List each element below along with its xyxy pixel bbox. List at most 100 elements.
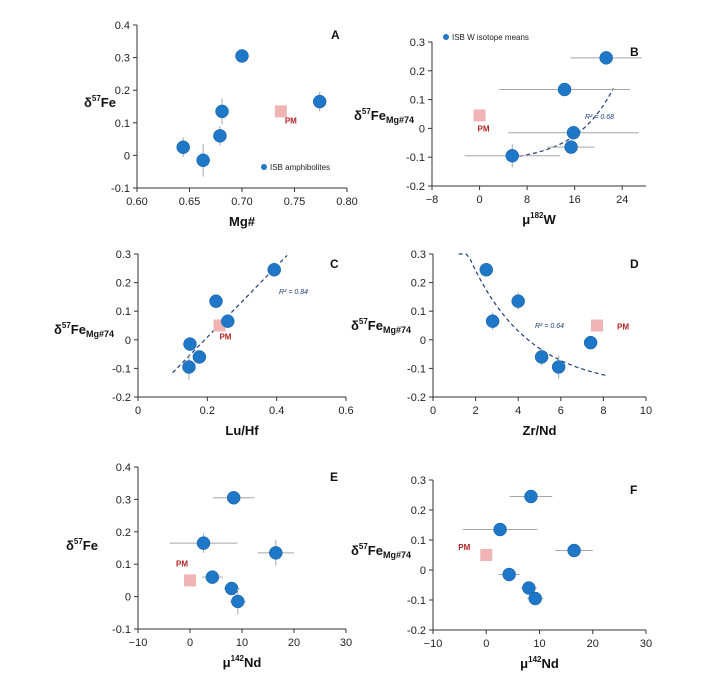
- data-point: [564, 140, 578, 154]
- pm-label: PM: [458, 543, 470, 552]
- data-point: [269, 546, 283, 560]
- panel-label: F: [630, 483, 637, 497]
- panel-label: B: [630, 45, 639, 59]
- panel-a: -0.1 0 0.1 0.2 0.3 0.4 0.60 0.65 0.70 0.75 0.80 Mg#…: [84, 20, 358, 229]
- y-tick-label: -0.2: [112, 392, 131, 404]
- x-tick-label: 0: [483, 638, 489, 650]
- trend-line: [458, 253, 608, 377]
- data-point: [528, 591, 542, 606]
- r-squared-label: R² = 0.68: [585, 114, 614, 121]
- y-tick-label: 0.2: [410, 66, 425, 78]
- x-tick-label: 8: [600, 405, 606, 417]
- pm-marker: [480, 549, 493, 561]
- y-tick-label: 0: [125, 335, 131, 347]
- data-point: [231, 594, 245, 609]
- pm-marker: [274, 105, 287, 118]
- pm-label: PM: [285, 116, 297, 125]
- x-tick-label: 16: [569, 194, 581, 206]
- x-axis-label: Lu/Hf: [225, 423, 259, 438]
- pm-marker: [473, 109, 486, 122]
- panel-label: E: [330, 470, 338, 484]
- panel-label: A: [331, 28, 340, 42]
- pm-marker: [184, 574, 196, 587]
- y-tick-label: 0: [420, 565, 426, 577]
- trend-line: [172, 255, 288, 374]
- y-tick-label: 0.1: [116, 559, 131, 571]
- x-tick-label: 4: [515, 405, 521, 417]
- y-tick-label: 0.2: [411, 505, 426, 517]
- y-tick-label: -0.1: [111, 183, 130, 195]
- y-tick-label: 0: [125, 592, 131, 604]
- panel-c: -0.2 -0.1 0 0.1 0.2 0.3 0 0.2 0.4 0.6 Lu/Hf δ57FeMg…: [54, 249, 354, 438]
- data-point: [215, 104, 229, 119]
- data-point: [567, 543, 581, 558]
- y-tick-label: 0.1: [411, 306, 426, 318]
- x-tick-label: 10: [236, 637, 248, 649]
- y-axis-label: δ57Fe: [66, 537, 98, 553]
- data-point: [183, 337, 197, 351]
- x-tick-label: 0.6: [338, 405, 353, 417]
- y-tick-label: 0.3: [116, 249, 131, 261]
- data-point: [566, 125, 581, 140]
- y-tick-label: 0.3: [116, 494, 131, 506]
- data-point: [267, 262, 281, 277]
- data-point: [583, 335, 598, 350]
- legend-marker: [443, 34, 449, 40]
- data-point: [192, 350, 207, 364]
- y-tick-label: 0.4: [115, 20, 130, 32]
- x-tick-label: 0.80: [336, 196, 357, 208]
- x-tick-label: 30: [640, 638, 652, 650]
- data-point: [479, 262, 493, 277]
- y-tick-label: -0.2: [406, 181, 425, 193]
- y-tick-label: 0.2: [115, 85, 130, 97]
- x-tick-label: 2: [473, 405, 479, 417]
- x-tick-label: 6: [558, 405, 564, 417]
- x-axis-label: μ142Nd: [223, 654, 262, 670]
- y-tick-label: 0: [124, 150, 130, 162]
- y-tick-label: -0.1: [407, 595, 426, 607]
- data-point: [196, 153, 210, 168]
- r-squared-label: R² = 0.64: [535, 323, 564, 330]
- r-squared-label: R² = 0.84: [279, 289, 308, 296]
- y-tick-label: 0.3: [411, 475, 426, 487]
- x-tick-label: 10: [533, 638, 545, 650]
- x-tick-label: 0: [135, 405, 141, 417]
- y-axis-label: δ57Fe: [84, 94, 116, 110]
- x-tick-label: 24: [616, 194, 628, 206]
- y-tick-label: -0.1: [112, 363, 131, 375]
- pm-label: PM: [219, 333, 231, 342]
- y-tick-label: 0.2: [116, 278, 131, 290]
- x-tick-label: 0.75: [284, 196, 305, 208]
- data-point: [226, 491, 241, 505]
- x-tick-label: 0.4: [269, 405, 284, 417]
- data-point: [599, 51, 613, 65]
- data-point: [557, 82, 572, 97]
- x-tick-label: −8: [426, 194, 439, 206]
- y-tick-label: 0.2: [411, 278, 426, 290]
- y-axis-label: δ57FeMg#74: [351, 317, 411, 335]
- data-point: [534, 350, 549, 364]
- legend-label: ISB W isotope means: [452, 33, 529, 42]
- data-point: [524, 489, 538, 504]
- y-tick-label: 0: [419, 123, 425, 135]
- y-tick-label: -0.1: [407, 363, 426, 375]
- data-point: [196, 536, 211, 550]
- data-point: [182, 360, 196, 374]
- x-tick-label: 20: [288, 637, 300, 649]
- x-tick-label: 30: [340, 637, 352, 649]
- data-point: [205, 570, 220, 584]
- trend-line: [512, 88, 614, 158]
- data-point: [502, 567, 516, 582]
- x-tick-label: 20: [587, 638, 599, 650]
- y-tick-label: 0.4: [116, 462, 131, 474]
- data-point: [224, 581, 239, 596]
- panel-label: C: [330, 257, 339, 271]
- x-tick-label: 0: [187, 637, 193, 649]
- x-axis-label: μ182W: [522, 211, 556, 227]
- panel-label: D: [630, 257, 639, 271]
- panel-f: -0.2 -0.1 0 0.1 0.2 0.3 −10 0 10 20 30 μ142Nd δ57FeM…: [351, 475, 652, 671]
- y-tick-label: 0.1: [411, 535, 426, 547]
- x-tick-label: 0.2: [200, 405, 215, 417]
- data-point: [551, 360, 566, 374]
